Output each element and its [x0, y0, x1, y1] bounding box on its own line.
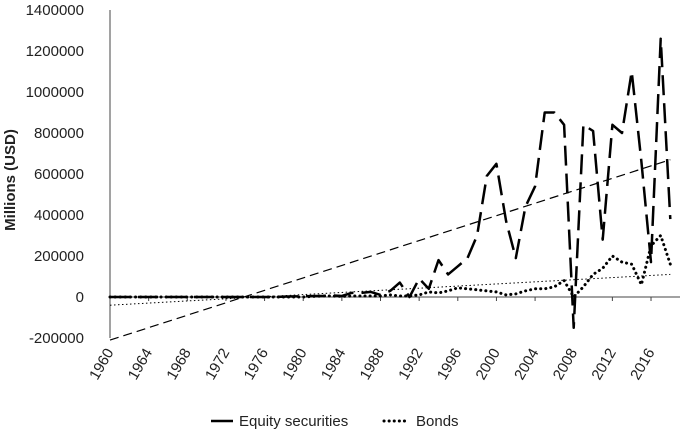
x-tick-label: 2000 [472, 346, 503, 383]
y-tick-label: 800000 [34, 125, 84, 142]
y-axis-ticks: -200000 0 200000 400000 600000 800000 1000000 1… [26, 2, 84, 347]
x-tick-label: 2008 [550, 346, 581, 383]
series-line-equity-securities-trend [109, 159, 671, 341]
x-tick-label: 1960 [86, 346, 117, 383]
series-line-equity-securities [110, 37, 672, 330]
y-tick-label: 400000 [34, 207, 84, 224]
y-tick-label: 1200000 [26, 43, 84, 60]
y-tick-label: 200000 [34, 248, 84, 265]
y-tick-label: 600000 [34, 166, 84, 183]
x-tick-label: 1992 [395, 346, 426, 383]
x-tick-label: 1988 [357, 346, 388, 383]
x-tick-label: 2016 [627, 346, 658, 383]
x-tick-label: 1984 [318, 346, 349, 383]
y-tick-label: -200000 [29, 330, 84, 347]
x-tick-label: 2012 [588, 346, 619, 383]
x-tick-label: 1972 [202, 346, 233, 383]
legend-label-bonds: Bonds [416, 413, 459, 430]
x-tick-label: 1996 [434, 346, 465, 383]
x-tick-label: 1964 [125, 346, 156, 383]
y-tick-label: 0 [76, 289, 84, 306]
y-tick-label: 1400000 [26, 2, 84, 19]
series-lines [108, 37, 672, 341]
legend-label-equity: Equity securities [239, 413, 348, 430]
x-tick-label: 1976 [241, 346, 272, 383]
x-tick-label: 2004 [511, 346, 542, 383]
y-tick-label: 1000000 [26, 84, 84, 101]
legend: Equity securities Bonds [211, 413, 459, 430]
x-axis-ticks: 1960 1964 1968 1972 1976 1980 1984 1988 1992 1996… [86, 297, 658, 383]
x-tick-label: 1968 [163, 346, 194, 383]
series-line-bonds [108, 234, 672, 299]
x-tick-label: 1980 [279, 346, 310, 383]
y-axis-title: Millions (USD) [2, 129, 19, 231]
